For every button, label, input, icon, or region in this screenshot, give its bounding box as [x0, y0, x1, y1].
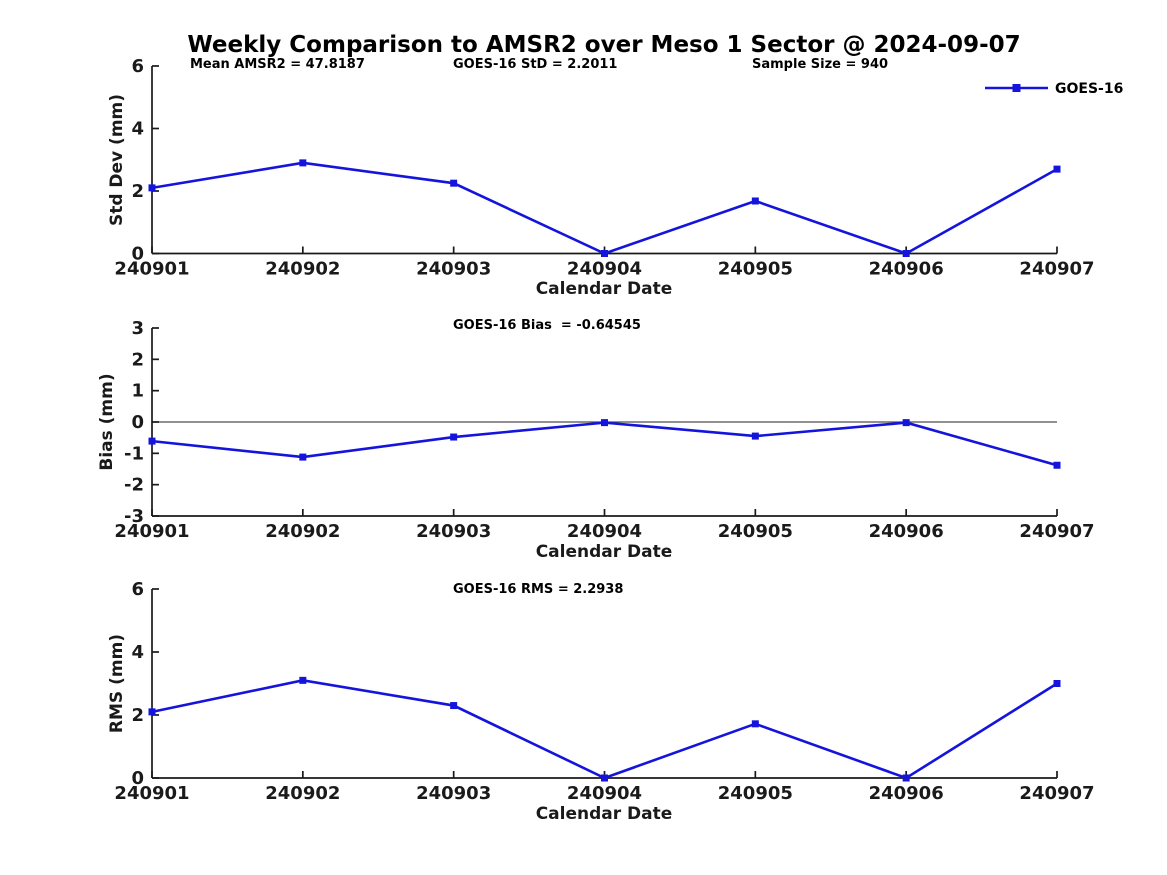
y-tick-label: 6 [131, 579, 144, 600]
data-point-marker [299, 453, 307, 461]
y-tick-label: 0 [131, 412, 144, 433]
data-point-marker [751, 432, 759, 440]
x-tick-label: 240905 [718, 783, 793, 804]
figure-title: Weekly Comparison to AMSR2 over Meso 1 S… [187, 32, 1020, 58]
chart-rms: 0 2 4 6 240901 240902 240903 240904 240905 240906… [107, 579, 1095, 824]
y-tick-label: 2 [131, 181, 144, 202]
x-tick-label: 240906 [869, 783, 944, 804]
x-axis-label-calendar-date: Calendar Date [536, 542, 673, 562]
data-point-marker [148, 708, 156, 716]
y-tick-label: 1 [131, 381, 144, 402]
chart-std-dev: 0 2 4 6 240901 240902 240903 240904 240905 240906… [107, 56, 1123, 299]
y-tick-label: 2 [131, 705, 144, 726]
plot-area-std-dev: 0 2 4 6 240901 240902 240903 240904 240905 240906… [114, 56, 1094, 280]
x-tick-label: 240901 [114, 521, 189, 542]
data-point-marker [148, 437, 156, 445]
data-point-marker [902, 774, 910, 782]
x-tick-label: 240905 [718, 259, 793, 280]
data-point-marker [1053, 165, 1061, 173]
x-axis-label-calendar-date: Calendar Date [536, 279, 673, 299]
data-point-marker [450, 702, 458, 710]
x-tick-label: 240901 [114, 259, 189, 280]
x-tick-label: 240907 [1019, 259, 1094, 280]
series-line-goes-16 [151, 679, 1058, 780]
x-tick-label: 240902 [265, 521, 340, 542]
x-tick-label: 240902 [265, 783, 340, 804]
legend-label: GOES-16 [1055, 81, 1123, 97]
plot-area-bias: -3 -2 -1 0 1 2 3 240901 240902 240903 240904 240905… [114, 318, 1094, 542]
x-tick-label: 240903 [416, 521, 491, 542]
x-tick-label: 240903 [416, 259, 491, 280]
x-tick-label: 240907 [1019, 521, 1094, 542]
x-tick-label: 240907 [1019, 783, 1094, 804]
y-tick-label: 4 [131, 119, 144, 140]
data-point-marker [450, 433, 458, 441]
data-point-marker [450, 179, 458, 187]
y-tick-label: 6 [131, 56, 144, 77]
data-point-marker [299, 676, 307, 684]
legend-marker-icon [1012, 84, 1021, 92]
x-tick-label: 240902 [265, 259, 340, 280]
data-point-marker [902, 419, 910, 427]
y-tick-label: 0 [131, 768, 144, 789]
series-line-goes-16 [151, 161, 1058, 255]
x-tick-label: 240904 [567, 783, 642, 804]
data-point-marker [148, 184, 156, 192]
data-point-marker [751, 197, 759, 205]
y-tick-label: 2 [131, 349, 144, 370]
y-tick-label: -3 [124, 506, 144, 527]
y-tick-label: 4 [131, 642, 144, 663]
x-tick-label: 240905 [718, 521, 793, 542]
x-tick-label: 240904 [567, 259, 642, 280]
plot-area-rms: 0 2 4 6 240901 240902 240903 240904 240905 240906… [114, 579, 1094, 804]
y-tick-label: -2 [124, 475, 144, 496]
y-tick-label: 0 [131, 244, 144, 265]
annotation-mean-amsr2: Mean AMSR2 = 47.8187 [190, 57, 365, 72]
y-tick-label: -1 [124, 443, 144, 464]
data-point-marker [601, 419, 608, 427]
chart-bias: -3 -2 -1 0 1 2 3 240901 240902 240903 240904 240905… [97, 318, 1095, 562]
data-point-marker [751, 720, 759, 728]
data-point-marker [1053, 461, 1061, 469]
y-tick-label: 3 [131, 318, 144, 339]
annotation-sample-size: Sample Size = 940 [752, 57, 888, 72]
x-tick-label: 240901 [114, 783, 189, 804]
y-axis-label-bias: Bias (mm) [97, 373, 117, 470]
data-point-marker [601, 250, 608, 257]
y-axis-label-rms: RMS (mm) [107, 634, 127, 733]
x-tick-label: 240906 [869, 521, 944, 542]
data-point-marker [299, 159, 307, 167]
x-tick-label: 240904 [567, 521, 642, 542]
x-tick-label: 240906 [869, 259, 944, 280]
legend: GOES-16 [985, 81, 1123, 97]
data-point-marker [601, 774, 608, 782]
data-point-marker [902, 250, 910, 257]
x-tick-label: 240903 [416, 783, 491, 804]
annotation-goes16-bias: GOES-16 Bias = -0.64545 [453, 318, 641, 333]
series-line-goes-16 [151, 421, 1058, 467]
y-axis-label-std-dev: Std Dev (mm) [107, 94, 127, 226]
annotation-goes16-std: GOES-16 StD = 2.2011 [453, 57, 617, 72]
annotation-goes16-rms: GOES-16 RMS = 2.2938 [453, 582, 623, 597]
x-axis-label-calendar-date: Calendar Date [536, 804, 673, 824]
data-point-marker [1053, 680, 1061, 687]
